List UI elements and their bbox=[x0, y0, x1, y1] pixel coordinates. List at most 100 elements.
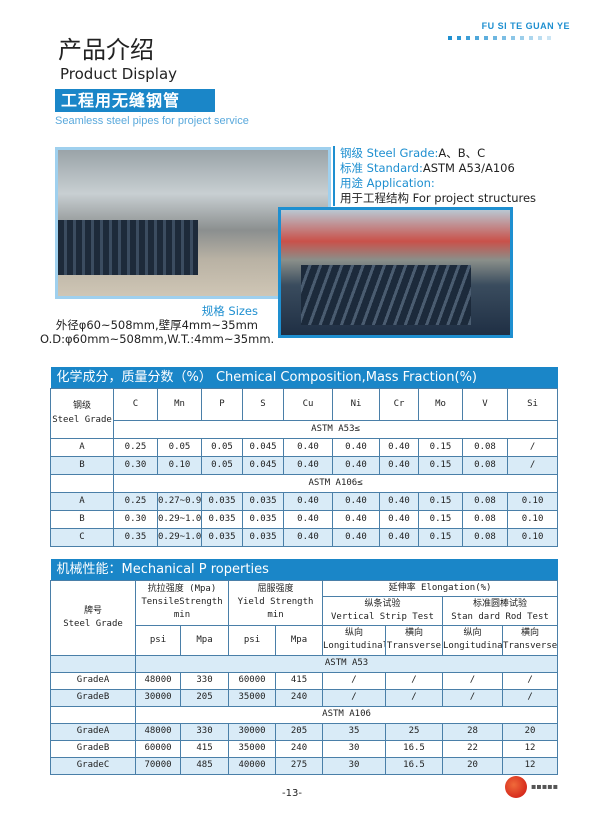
transverse-header-cn: 横向 bbox=[404, 628, 423, 638]
value-cell: 0.40 bbox=[332, 509, 380, 529]
transverse-header-cn: 横向 bbox=[521, 628, 540, 638]
value-cell: 415 bbox=[180, 739, 229, 758]
value-cell: 0.40 bbox=[283, 455, 333, 475]
table-title-row: 机械性能：Mechanical P roperties bbox=[50, 559, 558, 580]
value-cell: 0.10 bbox=[157, 455, 202, 475]
column-header: Mo bbox=[418, 387, 463, 421]
elongation-header: 延伸率 Elongation(%) bbox=[321, 579, 559, 597]
value-cell: 60000 bbox=[135, 739, 181, 758]
value-cell: 0.27~0.93 bbox=[157, 491, 202, 511]
section-label: 工程用无缝钢管 bbox=[55, 89, 215, 112]
value-cell: 0.045 bbox=[242, 455, 284, 475]
longitudinal-header-cn: 纵向 bbox=[463, 628, 482, 638]
chemical-composition-table: 化学成分，质量分数（%） Chemical Composition,Mass F… bbox=[50, 367, 559, 547]
value-cell: / bbox=[501, 671, 559, 690]
value-cell: 30000 bbox=[228, 722, 276, 741]
standard-label: ASTM A106 bbox=[134, 705, 559, 724]
transverse-header: 横向 Transverse bbox=[385, 624, 443, 656]
dot bbox=[547, 36, 551, 40]
value-cell: 0.05 bbox=[201, 455, 243, 475]
value-cell: 0.15 bbox=[418, 509, 463, 529]
longitudinal-header: 纵向 Longitudinal bbox=[442, 624, 503, 656]
sizes-label: 规格 Sizes bbox=[201, 304, 258, 318]
application-value: 用于工程结构 For project structures bbox=[340, 191, 537, 205]
rod-test-header-en: Stan dard Rod Test bbox=[451, 611, 549, 622]
value-cell: 0.25 bbox=[113, 437, 158, 457]
value-cell: 30 bbox=[322, 739, 386, 758]
pipe-stack bbox=[58, 220, 198, 275]
header-row: 纵条试验 Vertical Strip Test 标准圆棒试验 Stan dard R… bbox=[51, 595, 559, 626]
value-cell: 0.40 bbox=[332, 527, 380, 547]
psi-header: psi bbox=[228, 624, 276, 656]
longitudinal-header-en: Longitudinal bbox=[443, 641, 503, 651]
standard-label: ASTM A53 bbox=[134, 654, 559, 673]
grade-cell: GradeB bbox=[50, 739, 136, 758]
grade-cell: A bbox=[50, 491, 114, 511]
value-cell: 30000 bbox=[135, 688, 181, 707]
grade-cell: GradeC bbox=[50, 756, 136, 775]
value-cell: / bbox=[442, 671, 503, 690]
yield-min: min bbox=[267, 610, 284, 620]
dot bbox=[520, 36, 524, 40]
value-cell: 0.15 bbox=[418, 437, 463, 457]
table-title-row: 化学成分，质量分数（%） Chemical Composition,Mass F… bbox=[50, 367, 558, 388]
value-cell: 0.08 bbox=[462, 509, 508, 529]
table-row: A 0.25 0.05 0.05 0.045 0.40 0.40 0.40 0.15 0.08/ bbox=[50, 437, 559, 457]
tensile-en: TensileStrength bbox=[141, 597, 223, 607]
value-cell: 0.29~1.06 bbox=[157, 527, 202, 547]
value-cell: 60000 bbox=[228, 671, 276, 690]
value-cell: / bbox=[322, 671, 386, 690]
value-cell: 205 bbox=[180, 688, 229, 707]
decorative-dots bbox=[448, 36, 551, 40]
value-cell: 35000 bbox=[228, 688, 276, 707]
longitudinal-header-cn: 纵向 bbox=[344, 628, 363, 638]
grade-cell: B bbox=[50, 455, 114, 475]
value-cell: 0.40 bbox=[379, 437, 419, 457]
grade-header-cn: 钢级 bbox=[72, 401, 91, 411]
value-cell: 0.40 bbox=[283, 509, 333, 529]
grade-header: 牌号 Steel Grade bbox=[50, 579, 136, 656]
longitudinal-header: 纵向 Longitudinal bbox=[322, 624, 386, 656]
value-cell: 0.15 bbox=[418, 527, 463, 547]
value-cell: 0.035 bbox=[201, 509, 243, 529]
grade-label: 钢级 Steel Grade: bbox=[340, 146, 439, 160]
standard-label: 标准 Standard: bbox=[340, 161, 423, 175]
standard-value: ASTM A53/A106 bbox=[422, 161, 515, 175]
table-row: GradeC 70000 485 40000 275 30 16.5 20 12 bbox=[50, 756, 559, 775]
tensile-header: 抗拉强度 (Mpa) TensileStrength min bbox=[135, 579, 229, 626]
transverse-header-en: Transverse bbox=[503, 641, 558, 651]
standard-row: ASTM A106≤ bbox=[50, 473, 559, 493]
dot bbox=[502, 36, 506, 40]
standard-label: ASTM A106≤ bbox=[112, 473, 559, 493]
value-cell: 0.035 bbox=[242, 509, 284, 529]
value-cell: 0.08 bbox=[462, 455, 508, 475]
value-cell: 35 bbox=[322, 722, 386, 741]
header-row: 牌号 Steel Grade 抗拉强度 (Mpa) TensileStrength mi… bbox=[50, 579, 559, 656]
sizes-line-cn: 外径φ60~508mm,壁厚4mm~35mm bbox=[55, 318, 258, 332]
grade-cell: B bbox=[50, 509, 114, 529]
value-cell: 0.40 bbox=[379, 455, 419, 475]
value-cell: 205 bbox=[275, 722, 323, 741]
dot bbox=[475, 36, 479, 40]
value-cell: / bbox=[501, 688, 559, 707]
value-cell: 0.25 bbox=[113, 491, 158, 511]
grade-header-en: Steel Grade bbox=[63, 618, 123, 629]
value-cell: 12 bbox=[501, 756, 559, 775]
mechanical-properties-table: 机械性能：Mechanical P roperties 牌号 Steel Grade… bbox=[50, 559, 559, 775]
spec-block: 钢级 Steel Grade:A、B、C 标准 Standard:ASTM A5… bbox=[333, 146, 536, 206]
value-cell: 0.40 bbox=[283, 527, 333, 547]
dot bbox=[529, 36, 533, 40]
value-cell: 0.40 bbox=[332, 437, 380, 457]
value-cell: 40000 bbox=[228, 756, 276, 775]
grade-cell: GradeB bbox=[50, 688, 136, 707]
tensile-cn: 抗拉强度 (Mpa) bbox=[147, 584, 217, 594]
page-title-en: Product Display bbox=[60, 65, 178, 83]
dot bbox=[457, 36, 461, 40]
column-header: C bbox=[113, 387, 158, 421]
value-cell: 485 bbox=[180, 756, 229, 775]
rod-test-header-cn: 标准圆棒试验 bbox=[473, 598, 528, 609]
transverse-header-en: Transverse bbox=[386, 641, 442, 651]
value-cell: 0.08 bbox=[462, 491, 508, 511]
section-subtitle: Seamless steel pipes for project service bbox=[55, 115, 249, 127]
column-header: V bbox=[462, 387, 508, 421]
